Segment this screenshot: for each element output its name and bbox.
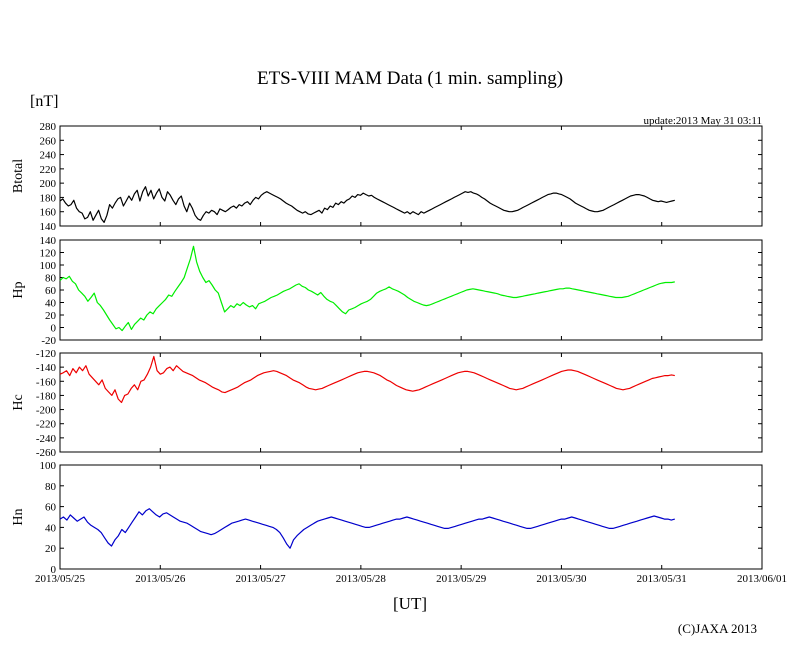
x-axis-ticks: 2013/05/25 2013/05/26 2013/05/27 2013/05/28…: [35, 573, 787, 585]
panel-hn: 0 20 40 60 80 100 Hn: [11, 460, 763, 576]
x-tick-label: 2013/05/28: [336, 573, 387, 585]
y-tick-label: 140: [40, 235, 57, 247]
y-tick-label: 0: [51, 323, 57, 335]
x-tick-label: 2013/06/01: [737, 573, 787, 585]
y-tick-label: -180: [36, 390, 57, 402]
panel-label: Hc: [11, 394, 26, 410]
y-tick-label: -200: [36, 405, 57, 417]
panel-label: Hn: [11, 508, 26, 525]
y-tick-label: 80: [45, 273, 57, 285]
y-tick-label: 260: [40, 135, 57, 147]
series-line-hn: [59, 508, 675, 549]
y-tick-label: 60: [45, 285, 57, 297]
panel-frame: [59, 352, 763, 453]
x-tick-label: 2013/05/27: [236, 573, 287, 585]
chart-title: ETS-VIII MAM Data (1 min. sampling): [257, 68, 563, 89]
panel-label: Hp: [11, 281, 26, 298]
copyright-text: (C)JAXA 2013: [678, 621, 757, 636]
y-tick-label: 20: [45, 310, 57, 322]
y-tick-label: -120: [36, 348, 57, 360]
y-tick-label: 180: [40, 192, 57, 204]
y-tick-label: 120: [40, 248, 57, 260]
unit-label: [nT]: [30, 93, 58, 110]
panels: 140160180200220240260280Btotal-200204060…: [11, 121, 763, 576]
series-line-hp: [59, 245, 675, 332]
y-tick-label: 40: [45, 298, 57, 310]
panel-frame: [59, 239, 763, 341]
panel-hc: -260 -240 -220 -200 -180 -160 -140 -120 Hc: [11, 348, 763, 459]
y-tick-label: 220: [40, 164, 57, 176]
y-tick-label: 100: [40, 460, 57, 472]
y-tick-label: 40: [45, 522, 57, 534]
x-tick-label: 2013/05/25: [35, 573, 86, 585]
panel-label: Btotal: [11, 159, 26, 193]
y-tick-label: -220: [36, 419, 57, 431]
y-tick-label: 200: [40, 178, 57, 190]
y-tick-label: 100: [40, 260, 57, 272]
y-tick-label: 140: [40, 221, 57, 233]
x-tick-label: 2013/05/26: [135, 573, 186, 585]
x-tick-label: 2013/05/30: [536, 573, 587, 585]
y-tick-label: -160: [36, 376, 57, 388]
y-tick-label: -20: [41, 335, 56, 347]
y-tick-label: -240: [36, 433, 57, 445]
panel-frame: [59, 464, 763, 570]
y-tick-label: 60: [45, 502, 57, 514]
y-tick-label: 240: [40, 150, 57, 162]
y-tick-label: 0: [51, 564, 57, 576]
x-tick-label: 2013/05/29: [436, 573, 487, 585]
y-tick-label: 80: [45, 481, 57, 493]
series-line-hc: [59, 355, 675, 404]
y-tick-label: 160: [40, 207, 57, 219]
update-timestamp: update:2013 May 31 03:11: [644, 115, 762, 127]
y-tick-label: 20: [45, 543, 57, 555]
y-tick-label: -260: [36, 447, 57, 459]
panel-btotal: 140 160 180 200 220 240 260 280 Btotal: [11, 121, 763, 233]
y-tick-label: -140: [36, 362, 57, 374]
x-axis-label: [UT]: [393, 594, 427, 613]
x-tick-label: 2013/05/31: [637, 573, 687, 585]
panel-frame: [59, 125, 763, 227]
y-tick-label: 280: [40, 121, 57, 133]
series-line-btotal: [59, 186, 675, 223]
